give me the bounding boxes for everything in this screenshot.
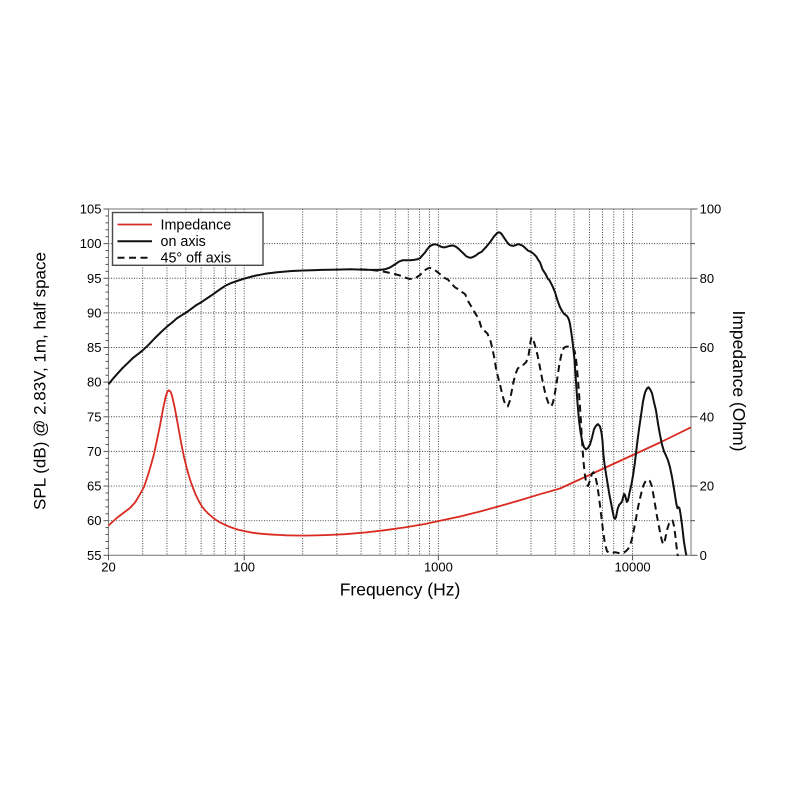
svg-text:100: 100 — [80, 236, 102, 251]
svg-text:0: 0 — [700, 548, 707, 563]
svg-text:on axis: on axis — [161, 234, 206, 250]
svg-text:20: 20 — [101, 560, 115, 575]
svg-text:60: 60 — [700, 340, 714, 355]
svg-text:85: 85 — [87, 340, 101, 355]
svg-text:70: 70 — [87, 444, 101, 459]
svg-text:100: 100 — [700, 202, 722, 217]
svg-text:SPL (dB) @ 2.83V, 1m, half spa: SPL (dB) @ 2.83V, 1m, half space — [31, 252, 50, 510]
svg-text:Frequency (Hz): Frequency (Hz) — [340, 580, 461, 600]
svg-text:80: 80 — [87, 375, 101, 390]
svg-text:100: 100 — [233, 560, 255, 575]
svg-text:45° off axis: 45° off axis — [161, 251, 232, 267]
svg-text:1000: 1000 — [424, 560, 453, 575]
svg-text:40: 40 — [700, 409, 714, 424]
svg-text:95: 95 — [87, 271, 101, 286]
svg-text:60: 60 — [87, 513, 101, 528]
svg-text:Impedance (Ohm): Impedance (Ohm) — [729, 310, 749, 451]
svg-text:75: 75 — [87, 409, 101, 424]
svg-text:20: 20 — [700, 479, 714, 494]
svg-text:65: 65 — [87, 479, 101, 494]
svg-text:90: 90 — [87, 305, 101, 320]
svg-text:105: 105 — [80, 202, 102, 217]
svg-text:Impedance: Impedance — [161, 217, 232, 233]
svg-text:55: 55 — [87, 548, 101, 563]
svg-text:80: 80 — [700, 271, 714, 286]
svg-text:10000: 10000 — [615, 560, 651, 575]
